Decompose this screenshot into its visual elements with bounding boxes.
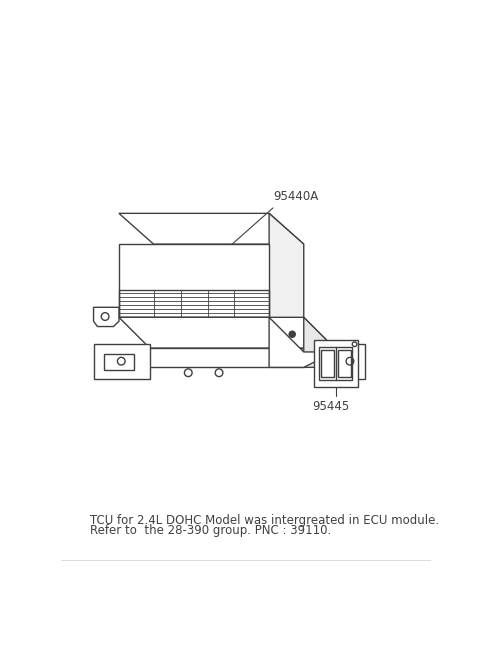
Polygon shape (119, 348, 304, 367)
Text: 95440A: 95440A (273, 191, 318, 203)
Polygon shape (119, 244, 269, 317)
Polygon shape (119, 317, 335, 348)
Polygon shape (335, 345, 365, 379)
Polygon shape (319, 346, 352, 381)
Polygon shape (269, 317, 335, 367)
Polygon shape (94, 307, 119, 327)
Text: 95445: 95445 (312, 400, 349, 413)
Text: Refer to  the 28-390 group. PNC : 39110.: Refer to the 28-390 group. PNC : 39110. (90, 525, 332, 538)
Polygon shape (304, 317, 335, 367)
Circle shape (289, 331, 295, 337)
Polygon shape (314, 341, 358, 386)
Polygon shape (94, 345, 150, 379)
Polygon shape (119, 214, 304, 244)
Text: TCU for 2.4L DOHC Model was intergreated in ECU module.: TCU for 2.4L DOHC Model was intergreated… (90, 514, 440, 527)
Polygon shape (269, 214, 304, 352)
